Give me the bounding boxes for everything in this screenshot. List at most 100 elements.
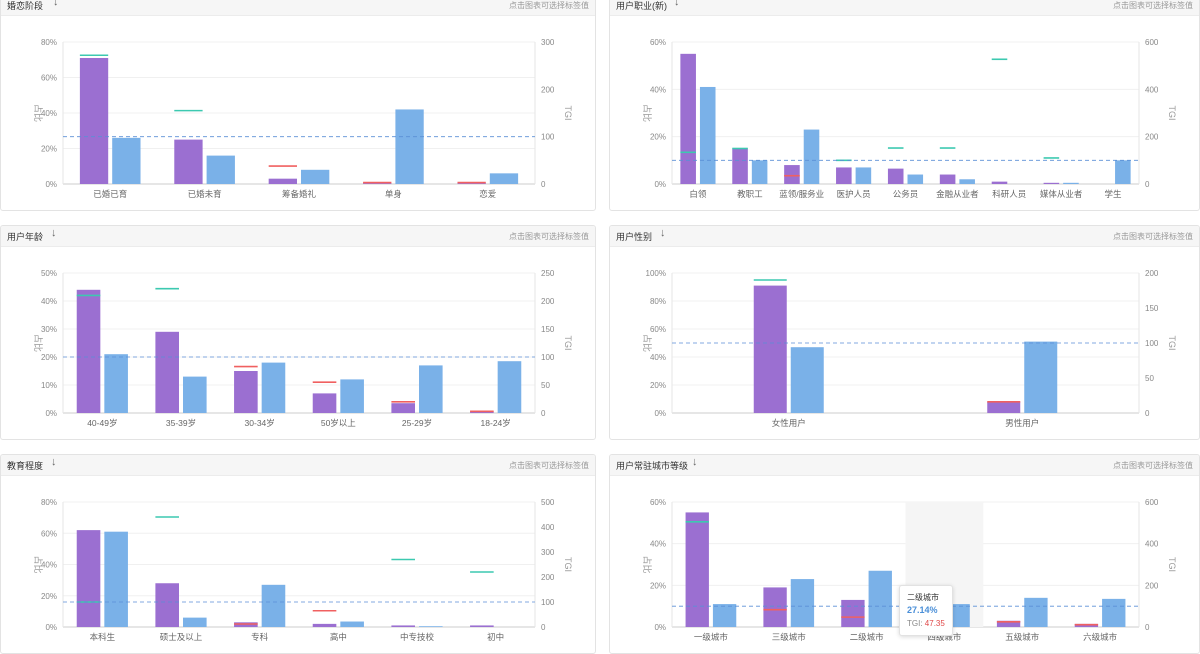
bar-baseline-share: [699, 86, 716, 184]
chart-age[interactable]: 0% 10% 20% 30% 40% 50% 0 50 100 150 200 250 占比 TGI 40-…: [1, 247, 596, 440]
y2-tick-label: 200: [541, 573, 555, 582]
bar-baseline-share: [803, 129, 820, 184]
x-tick-label: 18-24岁: [481, 418, 511, 428]
panel-header: 婚恋阶段 ↓ 点击图表可选择标签值: [1, 0, 595, 16]
y2-tick-label: 400: [541, 523, 555, 532]
bar-baseline-share: [301, 169, 330, 184]
bar-target-share: [841, 599, 865, 627]
bar-baseline-share: [112, 137, 141, 184]
y2-tick-label: 150: [541, 325, 555, 334]
x-tick-label: 金融从业者: [936, 189, 979, 199]
y2-tick-label: 50: [541, 381, 550, 390]
x-tick-label: 已婚未育: [188, 189, 222, 199]
panel-title: 用户常驻城市等级: [616, 461, 689, 471]
bar-target-share: [268, 178, 297, 184]
chart-marital-stage[interactable]: 0% 20% 40% 60% 80% 0 100 200 300 占比 TGI 已婚已育 已婚未育 筹备婚…: [1, 16, 596, 211]
y-tick-label: 40%: [650, 353, 666, 362]
bar-baseline-share: [1024, 341, 1058, 413]
download-arrow-icon[interactable]: ↓: [51, 227, 57, 239]
bar-target-share: [753, 285, 787, 413]
y-axis-title: 占比: [33, 555, 44, 573]
y2-tick-label: 250: [541, 269, 555, 278]
x-tick-label: 高中: [330, 632, 347, 642]
panel-age: 用户年龄 ↓ 点击图表可选择标签值 0% 10% 20% 30% 40% 50% 0 50 10…: [0, 225, 596, 440]
y-tick-label: 0%: [45, 409, 57, 418]
bar-baseline-share: [183, 376, 207, 413]
y2-tick-label: 50: [1145, 374, 1154, 383]
bar-baseline-share: [855, 167, 872, 184]
bar-target-share: [312, 623, 337, 627]
y-tick-label: 20%: [650, 381, 666, 390]
x-tick-label: 科研人员: [992, 189, 1026, 199]
bar-baseline-share: [1115, 160, 1131, 184]
download-arrow-icon[interactable]: ↓: [660, 227, 666, 239]
bar-target-share: [363, 183, 392, 184]
y-tick-label: 20%: [650, 581, 666, 590]
y2-tick-label: 100: [541, 598, 555, 607]
x-tick-label: 公务员: [893, 189, 919, 199]
download-arrow-icon[interactable]: ↓: [53, 0, 59, 8]
bar-target-share: [996, 620, 1021, 627]
x-tick-label: 学生: [1105, 189, 1123, 199]
y-axis-title: 占比: [33, 104, 44, 122]
y2-tick-label: 200: [1145, 269, 1159, 278]
bar-target-share: [391, 403, 415, 413]
select-tag-hint: 点击图表可选择标签值: [1113, 461, 1193, 470]
panel-city-tier: 用户常驻城市等级 ↓ 点击图表可选择标签值 0% 20% 40% 60% 0 200 400…: [609, 454, 1200, 654]
y2-tick-label: 200: [1145, 133, 1159, 142]
y-tick-label: 60%: [41, 529, 57, 538]
bar-target-share: [470, 625, 494, 627]
y-tick-label: 0%: [654, 623, 666, 632]
bar-baseline-share: [183, 617, 207, 627]
x-tick-label: 50岁以上: [321, 418, 356, 428]
y-axis-title: 占比: [642, 555, 653, 573]
bar-target-share: [987, 401, 1021, 413]
bar-target-share: [312, 393, 337, 413]
select-tag-hint: 点击图表可选择标签值: [509, 461, 589, 470]
x-tick-label: 35-39岁: [166, 418, 196, 428]
x-tick-label: 硕士及以上: [160, 632, 203, 642]
y-tick-label: 40%: [41, 109, 57, 118]
chart-occupation[interactable]: 0% 20% 40% 60% 0 200 400 600 占比 TGI 白领 教职工 蓝领/服务业 医护人…: [610, 16, 1200, 211]
panel-marital-stage: 婚恋阶段 ↓ 点击图表可选择标签值 0% 20% 40% 60% 80% 0 100 200 3…: [0, 0, 596, 211]
y-tick-label: 0%: [654, 409, 666, 418]
y-axis-title: 占比: [642, 104, 653, 122]
y2-tick-label: 200: [1145, 581, 1159, 590]
bar-target-share: [174, 139, 203, 184]
bar-target-share: [939, 174, 956, 184]
y2-axis-title: TGI: [563, 106, 573, 121]
bar-target-share: [457, 183, 486, 184]
x-tick-label: 四级城市: [927, 632, 962, 642]
y2-tick-label: 0: [541, 623, 546, 632]
x-tick-label: 40-49岁: [87, 418, 117, 428]
tooltip-percentage: 27.14%: [907, 605, 938, 615]
bar-baseline-share: [489, 173, 519, 184]
panel-header: 教育程度 ↓ 点击图表可选择标签值: [1, 455, 595, 476]
download-arrow-icon[interactable]: ↓: [692, 456, 698, 468]
x-tick-label: 25-29岁: [402, 418, 432, 428]
bar-baseline-share: [419, 626, 443, 627]
bar-baseline-share: [395, 109, 424, 184]
x-tick-label: 本科生: [90, 632, 116, 642]
x-tick-label: 医护人员: [837, 189, 871, 199]
bar-baseline-share: [340, 621, 364, 627]
chart-education[interactable]: 0% 20% 40% 60% 80% 0 100 200 300 400 500 占比 TGI 本科生 硕士…: [1, 476, 596, 654]
x-tick-label: 一级城市: [694, 632, 729, 642]
download-arrow-icon[interactable]: ↓: [51, 456, 57, 468]
y2-tick-label: 0: [541, 180, 546, 189]
bar-baseline-share: [751, 160, 768, 184]
x-tick-label: 女性用户: [772, 418, 806, 428]
y-tick-label: 40%: [41, 561, 57, 570]
bar-target-share: [79, 57, 109, 184]
panel-header: 用户性别 ↓ 点击图表可选择标签值: [610, 226, 1199, 247]
download-arrow-icon[interactable]: ↓: [674, 0, 680, 8]
y2-tick-label: 200: [541, 297, 555, 306]
chart-gender[interactable]: 0% 20% 40% 60% 80% 100% 0 50 100 150 200 占比 TGI 女性用户 男…: [610, 247, 1200, 440]
y2-axis-title: TGI: [1167, 106, 1177, 121]
select-tag-hint: 点击图表可选择标签值: [509, 232, 589, 241]
y-axis-title: 占比: [642, 334, 653, 352]
tooltip-tgi-label: TGI:: [907, 619, 923, 628]
bar-baseline-share: [1102, 598, 1126, 627]
panel-title: 用户职业(新): [616, 1, 667, 11]
bar-baseline-share: [1063, 182, 1079, 184]
